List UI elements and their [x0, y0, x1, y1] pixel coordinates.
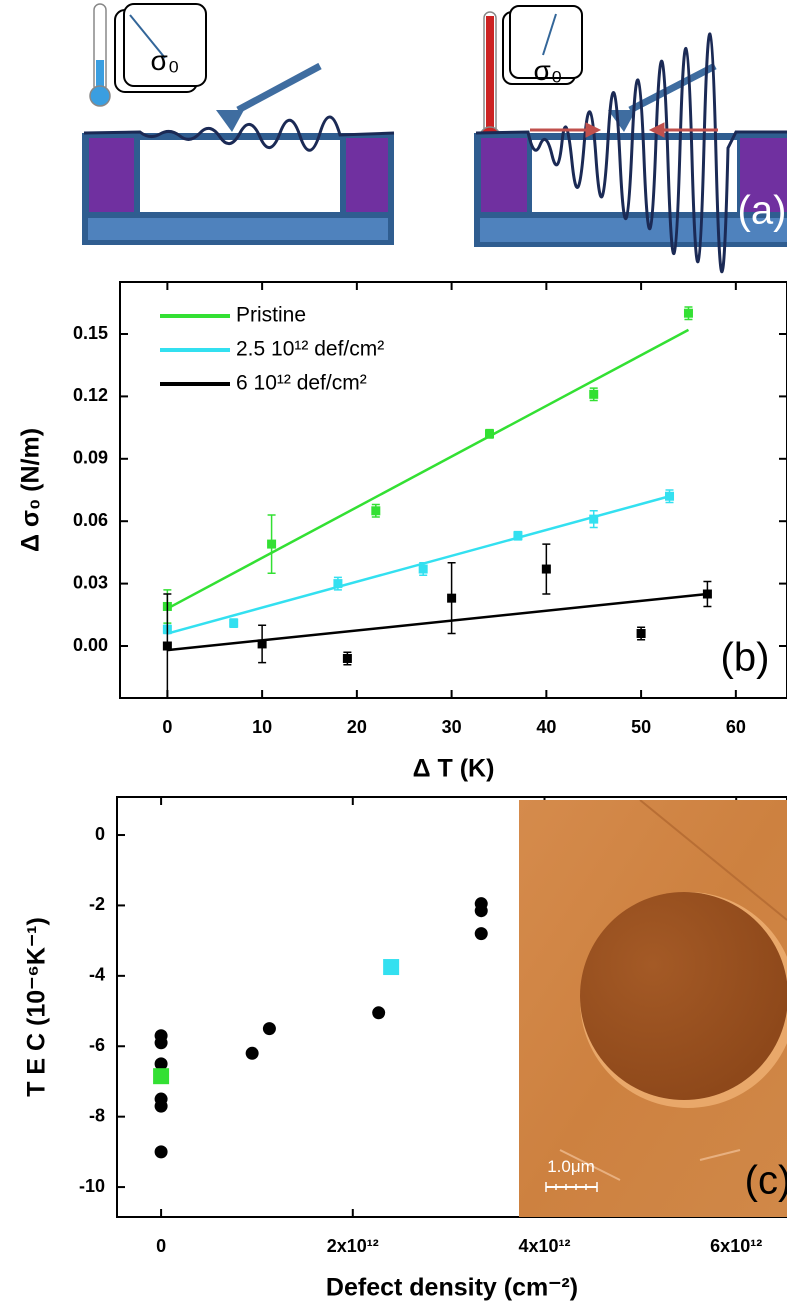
point	[372, 1006, 386, 1020]
point	[154, 1057, 168, 1071]
point	[383, 959, 400, 976]
y-tick-label: 0.03	[73, 572, 108, 592]
point	[154, 1145, 168, 1159]
point	[474, 927, 488, 941]
compression-arrows	[530, 122, 718, 138]
y-tick-label: 0.00	[73, 635, 108, 655]
point	[333, 579, 343, 589]
point	[447, 593, 457, 603]
point	[229, 618, 239, 628]
thermometer-cold	[89, 3, 111, 107]
x-tick-label: 20	[347, 717, 367, 737]
cantilever	[216, 62, 322, 132]
point	[665, 491, 675, 501]
point	[371, 506, 381, 516]
substrate-left	[82, 115, 395, 245]
plot-frame	[116, 796, 787, 1218]
gauge-label: σ₀	[151, 45, 180, 76]
x-tick-label: 40	[536, 717, 556, 737]
point	[257, 639, 267, 649]
x-tick-label: 10	[252, 717, 272, 737]
x-tick-label: 50	[631, 717, 651, 737]
thermometer-hot	[479, 11, 501, 148]
point	[589, 389, 599, 399]
x-tick-label: 6x10¹²	[710, 1236, 762, 1256]
point	[154, 1099, 168, 1113]
cantilever-2	[608, 62, 717, 132]
point	[485, 429, 495, 439]
point	[636, 629, 646, 639]
point	[513, 531, 523, 541]
point	[702, 589, 712, 599]
y-axis-label: Δ σ₀ (N/m)	[17, 428, 45, 552]
point	[589, 514, 599, 524]
fit-line	[167, 495, 670, 635]
diagram-a: σ₀ σ₀	[82, 3, 787, 274]
point	[153, 1068, 170, 1085]
y-axis-label: T E C (10⁻⁶K⁻¹)	[23, 917, 51, 1097]
gauge-label: σ₀	[534, 55, 563, 86]
plot-frame	[119, 281, 787, 699]
legend-label: 2.5 10¹² def/cm²	[236, 338, 384, 361]
legend-label: Pristine	[236, 304, 306, 327]
y-tick-label: 0	[95, 824, 105, 844]
point	[474, 904, 488, 918]
fit-line	[166, 328, 690, 610]
substrate-right	[474, 32, 787, 274]
point	[154, 1036, 168, 1050]
y-tick-label: 0.06	[73, 510, 108, 530]
point	[245, 1046, 259, 1060]
x-tick-label: 4x10¹²	[518, 1236, 570, 1256]
panel-label: (a)	[738, 189, 787, 233]
x-tick-label: 0	[162, 717, 172, 737]
point	[162, 641, 172, 651]
y-tick-label: -4	[89, 965, 105, 985]
y-tick-label: 0.12	[73, 385, 108, 405]
x-tick-label: 30	[442, 717, 462, 737]
y-tick-label: 0.15	[73, 323, 108, 343]
point	[267, 539, 277, 549]
y-tick-label: -8	[89, 1105, 105, 1125]
point	[262, 1022, 276, 1036]
legend-label: 6 10¹² def/cm²	[236, 372, 367, 395]
x-tick-label: 0	[156, 1236, 166, 1256]
y-tick-label: -2	[89, 894, 105, 914]
panel-label: (b)	[721, 636, 770, 680]
y-tick-label: -10	[79, 1176, 105, 1196]
y-tick-label: -6	[89, 1035, 105, 1055]
x-axis-label: Defect density (cm⁻²)	[326, 1274, 578, 1302]
point	[683, 308, 693, 318]
panel-label: (c)	[745, 1159, 787, 1203]
point	[342, 653, 352, 663]
y-tick-label: 0.09	[73, 448, 108, 468]
gauge-front: σ₀	[123, 3, 207, 87]
fit-line	[167, 592, 708, 652]
point	[541, 564, 551, 574]
x-axis-label: Δ T (K)	[413, 755, 495, 783]
x-tick-label: 2x10¹²	[327, 1236, 379, 1256]
afm-inset: 1.0μm (c)	[519, 800, 787, 1217]
x-tick-label: 60	[726, 717, 746, 737]
point	[418, 564, 428, 574]
gauge-front-2: σ₀	[509, 5, 583, 86]
scale-bar-label: 1.0μm	[547, 1157, 595, 1176]
